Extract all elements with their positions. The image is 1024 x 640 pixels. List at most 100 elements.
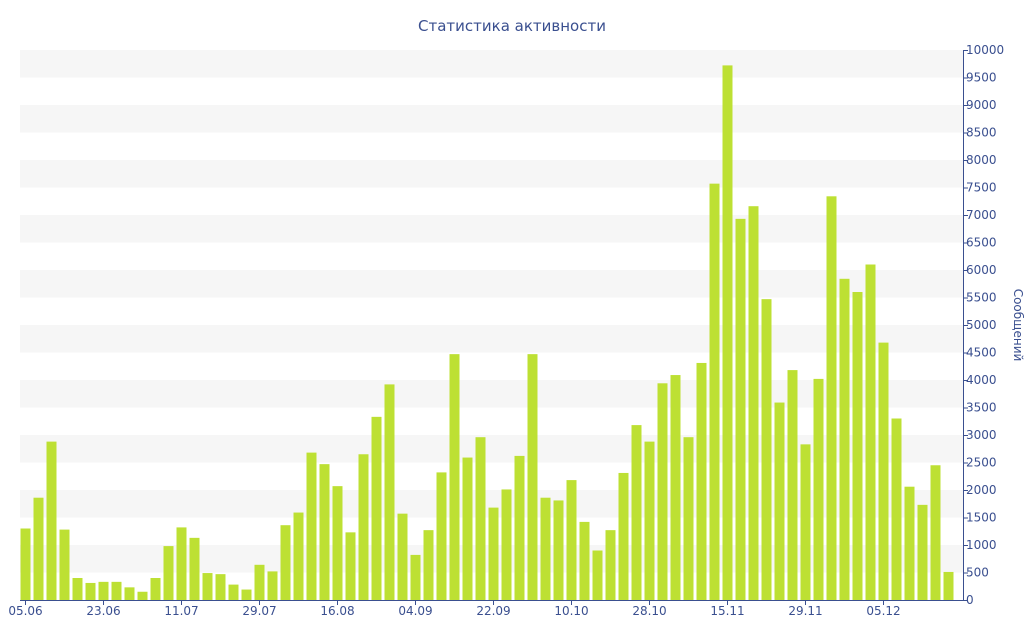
x-tick-labels: 05.06 23.06 11.07 29.07 16.08 04.09 22.09 10.10… [8, 600, 901, 618]
bar [475, 437, 486, 600]
y-tick-label: 10000 [966, 43, 1004, 57]
bar [59, 529, 70, 600]
grid-band [20, 380, 963, 408]
y-tick-label: 8000 [966, 153, 997, 167]
bar [501, 489, 512, 600]
bar [930, 465, 941, 600]
bar [631, 425, 642, 600]
bar [696, 362, 707, 600]
bar [774, 402, 785, 600]
bar [319, 464, 330, 600]
bar [553, 500, 564, 600]
bar [254, 564, 265, 600]
bars [20, 65, 954, 601]
chart-title: Статистика активности [418, 17, 606, 35]
bar [722, 65, 733, 600]
y-tick-label: 9500 [966, 71, 997, 85]
bar [488, 507, 499, 600]
bar [735, 218, 746, 600]
bar [592, 550, 603, 600]
bar [176, 527, 187, 600]
bar [384, 384, 395, 600]
y-tick-label: 3000 [966, 428, 997, 442]
bar [787, 370, 798, 600]
bar [462, 457, 473, 600]
bar [436, 472, 447, 600]
x-tick-label: 23.06 [86, 604, 120, 618]
bar [449, 354, 460, 600]
bar [72, 578, 83, 600]
bar [241, 589, 252, 600]
bar [189, 537, 200, 600]
bar [761, 299, 772, 600]
y-tick-label: 6000 [966, 263, 997, 277]
y-tick-label: 6500 [966, 236, 997, 250]
y-tick-label: 9000 [966, 98, 997, 112]
y-tick-label: 7500 [966, 181, 997, 195]
y-axis-label: Сообщений [1011, 289, 1024, 362]
y-tick-label: 4500 [966, 346, 997, 360]
x-tick-label: 22.09 [476, 604, 510, 618]
x-tick-label: 29.11 [788, 604, 822, 618]
y-tick-label: 1500 [966, 511, 997, 525]
x-tick-label: 28.10 [632, 604, 666, 618]
grid-band [20, 160, 963, 188]
y-tick-label: 5500 [966, 291, 997, 305]
bar [215, 574, 226, 600]
bar [709, 183, 720, 600]
bar [98, 581, 109, 600]
x-tick-label: 29.07 [242, 604, 276, 618]
bar [20, 528, 31, 600]
grid-band [20, 50, 963, 78]
bar [917, 504, 928, 600]
bar [202, 573, 213, 600]
bar [33, 497, 44, 600]
y-tick-label: 7000 [966, 208, 997, 222]
bar [371, 416, 382, 600]
bar [579, 521, 590, 600]
bar [826, 196, 837, 601]
bar [618, 472, 629, 600]
bar [904, 486, 915, 600]
grid-band [20, 270, 963, 298]
bar [423, 530, 434, 600]
bar [540, 497, 551, 600]
bar [865, 264, 876, 600]
y-tick-label: 2000 [966, 483, 997, 497]
bar [410, 554, 421, 600]
y-tick-label: 1000 [966, 538, 997, 552]
bar [605, 530, 616, 600]
bar [397, 513, 408, 600]
bar [124, 587, 135, 600]
y-tick-label: 5000 [966, 318, 997, 332]
bar [800, 444, 811, 600]
bar [332, 486, 343, 600]
bar [150, 578, 161, 600]
grid-band [20, 105, 963, 133]
y-tick-label: 2500 [966, 456, 997, 470]
y-tick-label: 8500 [966, 126, 997, 140]
grid-band [20, 325, 963, 353]
bar [852, 292, 863, 600]
bar [137, 591, 148, 600]
bar [514, 455, 525, 600]
x-tick-label: 16.08 [320, 604, 354, 618]
bar [306, 452, 317, 600]
bar [527, 354, 538, 600]
x-tick-label: 10.10 [554, 604, 588, 618]
bar [46, 441, 57, 600]
x-tick-label: 05.12 [866, 604, 900, 618]
bar [813, 378, 824, 600]
bar [228, 584, 239, 600]
bar [748, 206, 759, 600]
bar [943, 571, 954, 600]
x-tick-label: 05.06 [8, 604, 42, 618]
bar [644, 441, 655, 600]
y-tick-labels: 0 500 1000 1500 2000 2500 3000 3500 4000 4500 5000… [963, 43, 1004, 607]
bar [293, 512, 304, 600]
bar [657, 383, 668, 600]
bar [267, 571, 278, 600]
y-tick-label: 0 [966, 593, 974, 607]
